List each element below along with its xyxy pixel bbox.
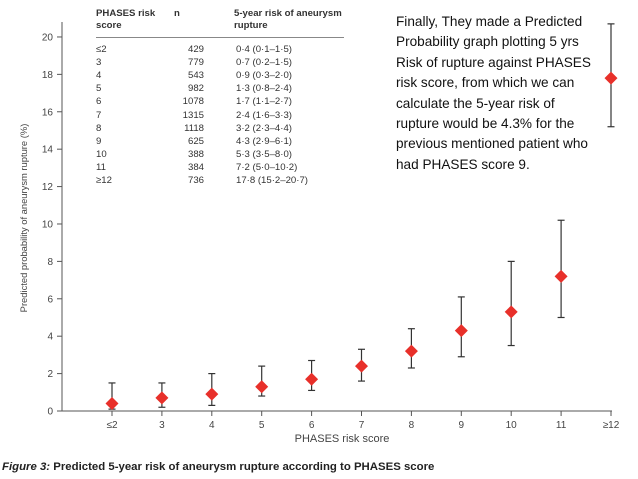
x-tick-label: 3 [159,420,165,431]
x-axis-label: PHASES risk score [295,433,390,445]
x-tick-label: ≤2 [106,420,117,431]
data-point-marker [255,380,269,394]
table-cell-n: 543 [187,70,204,82]
x-tick-label: 6 [309,420,315,431]
table-cell-n: 429 [187,44,204,55]
y-axis-ticks: 0 2 4 6 8 10 12 14 16 18 20 [42,32,62,418]
y-tick-label: 20 [42,32,54,43]
table-row: 8 1118 3·2 (2·3–4·4) [96,123,356,135]
table-cell-risk: 0·7 (0·2–1·5) [236,57,292,69]
data-point-marker [404,344,418,358]
data-point-marker [454,324,468,338]
table-cell-n: 1315 [182,109,204,121]
table-cell-n: 384 [187,161,204,173]
table-cell-n: 736 [187,175,204,186]
table-cell-risk: 2·4 (1·6–3·3) [236,109,292,121]
table-cell-n: 779 [187,57,204,69]
table-row: 7 1315 2·4 (1·6–3·3) [96,110,356,122]
table-cell-score: 7 [96,109,102,121]
slide-note: Finally, They made a Predicted Probabili… [396,14,591,172]
x-tick-label: 8 [409,420,415,431]
table-row: ≥12 736 17·8 (15·2–20·7) [96,175,356,187]
table-cell-risk: 4·3 (2·9–6·1) [236,135,292,147]
table-header-score: PHASES risk score [96,8,156,31]
table-cell-risk: 0·4 (0·1–1·5) [236,44,292,55]
table-row: 10 388 5·3 (3·5–8·0) [96,149,356,161]
y-tick-label: 16 [42,107,54,118]
y-tick-label: 8 [47,257,53,268]
table-cell-risk: 17·8 (15·2–20·7) [236,175,308,186]
data-point-marker [205,387,219,401]
table-cell-n: 388 [187,148,204,160]
x-tick-label: 5 [259,420,265,431]
table-cell-n: 982 [187,83,204,95]
table-cell-risk: 5·3 (3·5–8·0) [236,148,292,160]
x-tick-label: 4 [209,420,215,431]
table-row: 6 1078 1·7 (1·1–2·7) [96,96,356,108]
table-cell-score: ≤2 [96,44,107,55]
data-markers [105,71,618,411]
y-tick-label: 2 [47,369,53,380]
x-tick-label: 7 [359,420,365,431]
data-point-marker [155,391,169,405]
y-tick-label: 12 [42,182,54,193]
table-cell-risk: 0·9 (0·3–2·0) [236,70,292,82]
table-header-rule [96,37,344,38]
table-cell-n: 1078 [182,96,204,108]
table-row: ≤2 429 0·4 (0·1–1·5) [96,44,356,56]
y-tick-label: 6 [47,294,53,305]
chart-axes [61,22,612,412]
x-tick-label: 11 [556,420,567,431]
y-tick-label: 18 [42,70,54,81]
y-axis-label: Predicted probability of aneurysm ruptur… [18,124,29,313]
table-cell-risk: 7·2 (5·0–10·2) [236,161,298,173]
data-point-marker [604,71,618,85]
table-cell-risk: 3·2 (2·3–4·4) [236,122,292,134]
table-row: 9 625 4·3 (2·9–6·1) [96,136,356,148]
table-row: 3 779 0·7 (0·2–1·5) [96,57,356,69]
data-point-marker [355,359,368,373]
figure-caption: Figure 3: Predicted 5-year risk of aneur… [2,461,434,473]
figure-label: Figure 3: [2,461,51,473]
data-point-marker [554,269,568,283]
table-cell-risk: 1·7 (1·1–2·7) [236,96,292,108]
y-tick-label: 14 [42,145,54,156]
table-cell-score: 5 [96,83,102,95]
x-tick-label: 10 [506,420,518,431]
x-tick-label: ≥12 [603,420,620,431]
y-tick-label: 4 [47,332,53,343]
table-cell-score: ≥12 [96,175,112,186]
table-cell-n: 1118 [184,122,204,134]
y-tick-label: 10 [42,219,54,230]
x-axis-ticks: ≤2 3 4 5 6 7 8 9 10 11 ≥12 [106,411,620,431]
table-row: 4 543 0·9 (0·3–2·0) [96,70,356,82]
table-header-risk: 5-year risk of aneurysm rupture [234,8,342,31]
table-header-n: n [174,8,180,19]
x-tick-label: 9 [459,420,465,431]
table-cell-score: 9 [96,135,102,147]
data-point-marker [504,305,518,319]
table-cell-n: 625 [187,135,204,147]
table-cell-score: 10 [96,148,107,160]
table-cell-score: 6 [96,96,102,108]
y-tick-label: 0 [47,407,53,418]
table-cell-score: 3 [96,57,102,69]
table-cell-risk: 1·3 (0·8–2·4) [236,83,292,95]
table-cell-score: 4 [96,70,102,82]
table-row: 11 384 7·2 (5·0–10·2) [96,162,356,174]
table-cell-score: 8 [96,122,102,134]
table-row: 5 982 1·3 (0·8–2·4) [96,83,356,95]
data-point-marker [305,372,319,386]
data-point-marker [105,397,119,411]
table-cell-score: 11 [96,161,106,173]
figure-caption-text: Predicted 5-year risk of aneurysm ruptur… [53,461,435,473]
